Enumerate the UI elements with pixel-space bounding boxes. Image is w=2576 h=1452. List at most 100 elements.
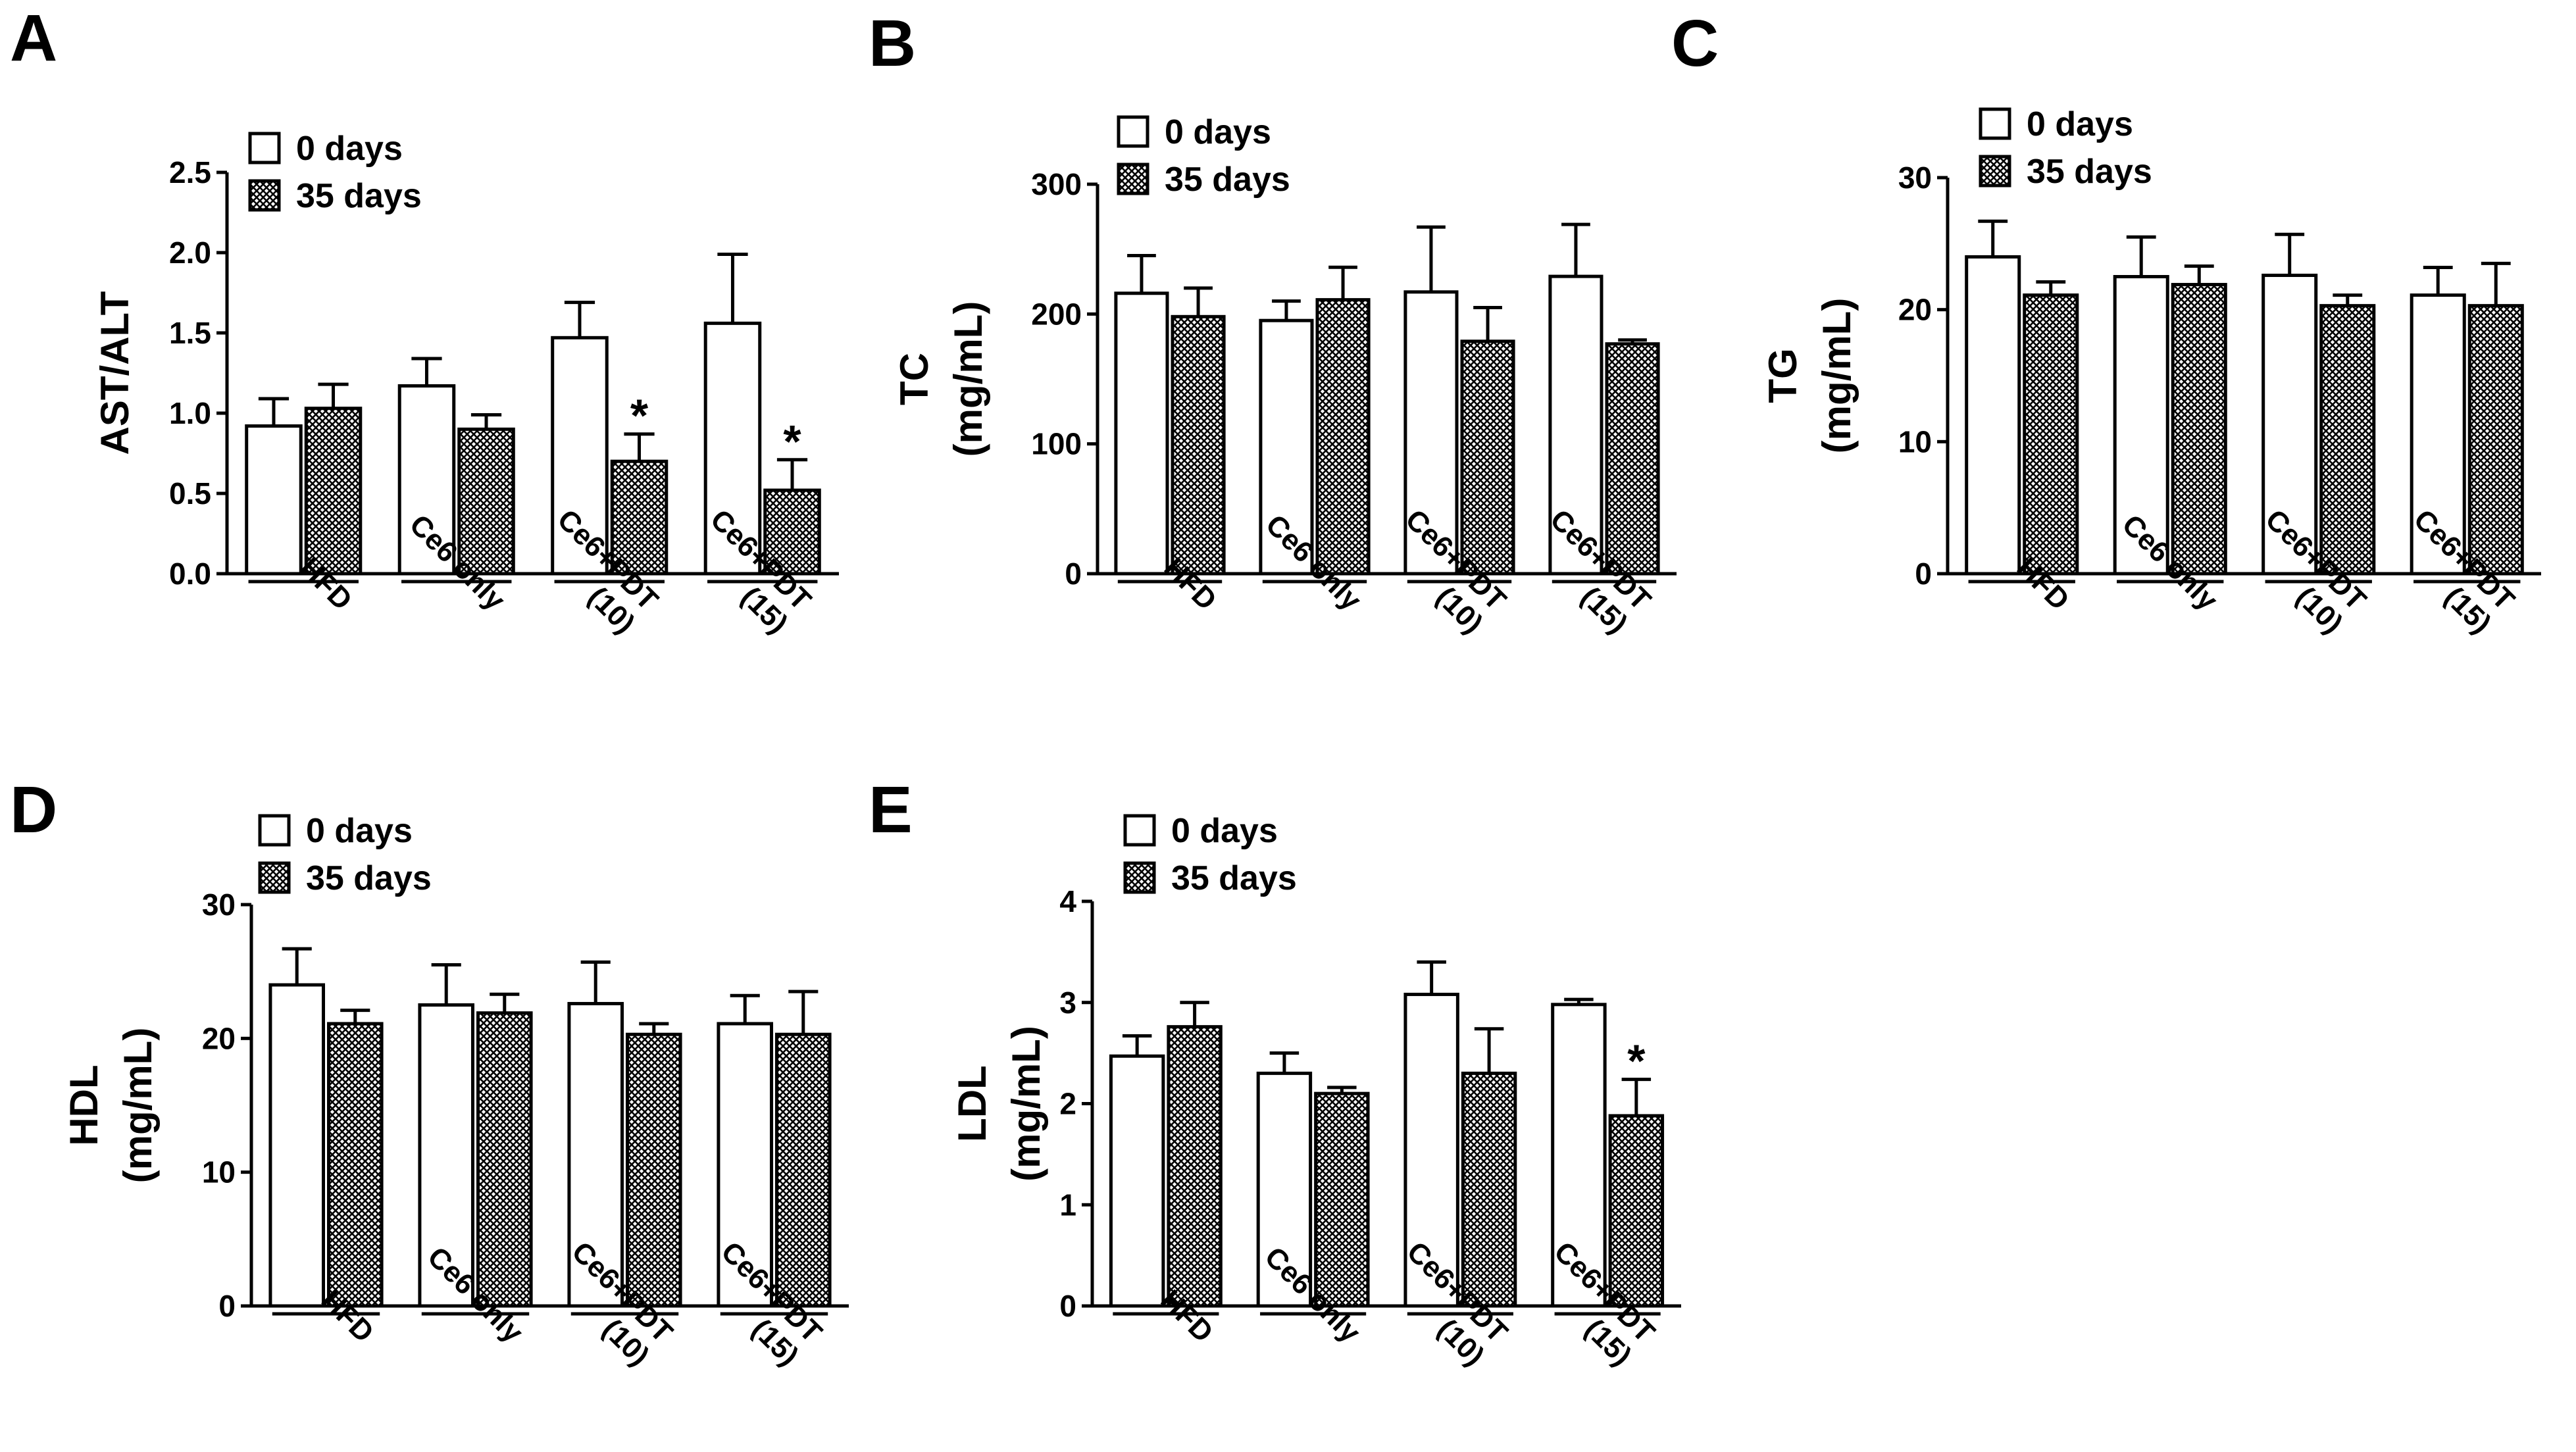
bar [567,1001,624,1308]
y-tick-label: 0.5 [169,476,211,511]
legend-swatch [258,861,291,894]
y-tick-label: 30 [202,888,236,922]
bar [2319,304,2376,576]
bar [397,384,456,576]
legend-swatch [1979,155,2011,188]
bar [1256,1071,1313,1308]
bar [2410,293,2466,576]
legend-label: 35 days [1165,161,1290,199]
significance-mark: * [783,416,801,467]
bar [763,488,821,576]
bar [1605,342,1660,576]
legend-label: 0 days [296,130,403,168]
significance-mark: * [630,390,649,441]
y-axis-label: HDL [62,1064,106,1145]
bar [304,407,363,576]
bar [1608,1114,1665,1308]
y-tick-label: 20 [1898,293,1932,327]
legend-swatch [1117,115,1149,148]
y-tick-label: 4 [1059,884,1076,918]
legend-label: 0 days [1165,113,1271,151]
bar [327,1022,384,1308]
bar [1403,992,1459,1308]
bar [1965,255,2021,576]
y-tick-label: 300 [1031,167,1082,201]
bar [1114,291,1169,576]
y-axis-label: (mg/mL) [946,301,990,457]
bar [245,424,303,576]
legend-label: 35 days [2027,153,2152,191]
bar [1259,318,1314,576]
y-axis-label: TG [1761,348,1805,403]
y-axis-label: (mg/mL) [1004,1026,1048,1182]
bar [1403,290,1459,576]
bar [268,983,326,1308]
legend-swatch [258,814,291,847]
legend-swatch [248,179,281,212]
bar [2023,293,2079,576]
y-tick-label: 1.0 [169,396,211,430]
bar [2467,304,2524,576]
legend-label: 0 days [1171,812,1278,850]
bar [610,459,669,576]
panel-letter: B [869,7,916,80]
bar [626,1032,682,1308]
y-tick-label: 1.5 [169,316,211,350]
legend-label: 0 days [306,812,413,850]
y-tick-label: 2.5 [169,155,211,189]
bar [1315,298,1371,576]
y-tick-label: 10 [1898,424,1932,459]
y-axis-label: LDL [950,1065,994,1142]
bar [2113,275,2169,576]
legend-label: 35 days [296,177,422,215]
y-tick-label: 10 [202,1155,236,1189]
bar [1460,339,1515,576]
bar [457,427,515,576]
y-tick-label: 0 [1065,557,1082,591]
bar [476,1011,533,1308]
bar [1461,1071,1517,1308]
y-tick-label: 0.0 [169,557,211,591]
y-axis-label: (mg/mL) [1815,298,1859,454]
bar [775,1032,832,1308]
legend-label: 35 days [306,859,432,897]
y-tick-label: 20 [202,1021,236,1055]
y-tick-label: 1 [1059,1188,1076,1222]
y-tick-label: 30 [1898,161,1932,195]
y-tick-label: 0 [1915,557,1932,591]
bar [1109,1054,1165,1308]
legend-swatch [248,132,281,164]
y-tick-label: 200 [1031,297,1082,331]
legend-swatch [1117,163,1149,195]
y-axis-label: (mg/mL) [116,1028,160,1184]
panel-letter: E [869,773,913,847]
bar [703,321,762,576]
bar [717,1022,774,1308]
bar [551,336,609,576]
bar [1314,1091,1370,1308]
bar [2261,273,2318,576]
legend-label: 0 days [2027,105,2133,143]
panel-letter: C [1671,7,1719,80]
significance-mark: * [1627,1036,1646,1087]
legend-swatch [1979,107,2011,140]
bar [1171,314,1226,576]
bar [1551,1003,1607,1308]
bar [2171,283,2227,576]
y-axis-label: AST/ALT [93,291,137,455]
y-tick-label: 2.0 [169,236,211,270]
legend-label: 35 days [1171,859,1297,897]
y-tick-label: 3 [1059,986,1076,1020]
y-tick-label: 2 [1059,1087,1076,1121]
legend-swatch [1123,814,1156,847]
y-tick-label: 100 [1031,427,1082,461]
y-axis-label: TC [892,353,936,405]
panel-letter: A [10,1,57,75]
bar [1167,1025,1223,1308]
bar [1548,274,1604,576]
bar [418,1003,474,1308]
